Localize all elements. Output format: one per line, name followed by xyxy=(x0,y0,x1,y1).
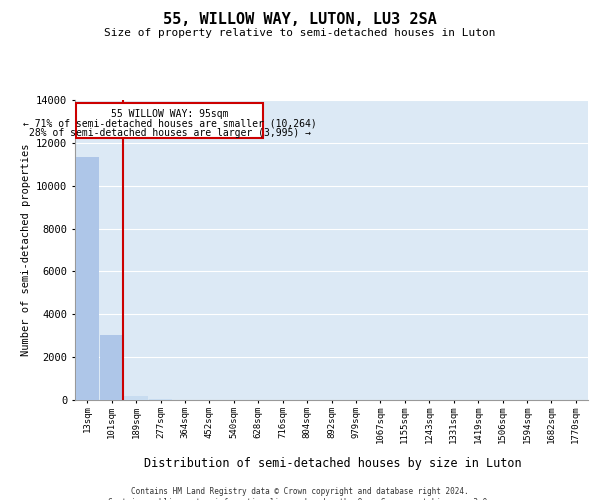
Bar xyxy=(76,157,99,400)
Bar xyxy=(124,396,148,400)
FancyBboxPatch shape xyxy=(76,103,263,138)
Text: Contains HM Land Registry data © Crown copyright and database right 2024.
Contai: Contains HM Land Registry data © Crown c… xyxy=(108,488,492,500)
Text: Distribution of semi-detached houses by size in Luton: Distribution of semi-detached houses by … xyxy=(144,458,522,470)
Text: 28% of semi-detached houses are larger (3,995) →: 28% of semi-detached houses are larger (… xyxy=(29,128,311,138)
Text: 55, WILLOW WAY, LUTON, LU3 2SA: 55, WILLOW WAY, LUTON, LU3 2SA xyxy=(163,12,437,28)
Y-axis label: Number of semi-detached properties: Number of semi-detached properties xyxy=(20,144,31,356)
Bar xyxy=(149,399,172,400)
Text: ← 71% of semi-detached houses are smaller (10,264): ← 71% of semi-detached houses are smalle… xyxy=(23,118,317,128)
Bar xyxy=(100,334,123,400)
Text: Size of property relative to semi-detached houses in Luton: Size of property relative to semi-detach… xyxy=(104,28,496,38)
Text: 55 WILLOW WAY: 95sqm: 55 WILLOW WAY: 95sqm xyxy=(111,109,229,119)
